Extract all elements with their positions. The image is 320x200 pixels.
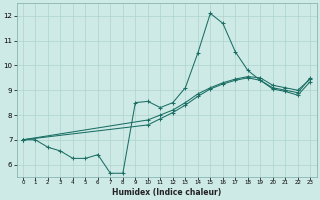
- X-axis label: Humidex (Indice chaleur): Humidex (Indice chaleur): [112, 188, 221, 197]
